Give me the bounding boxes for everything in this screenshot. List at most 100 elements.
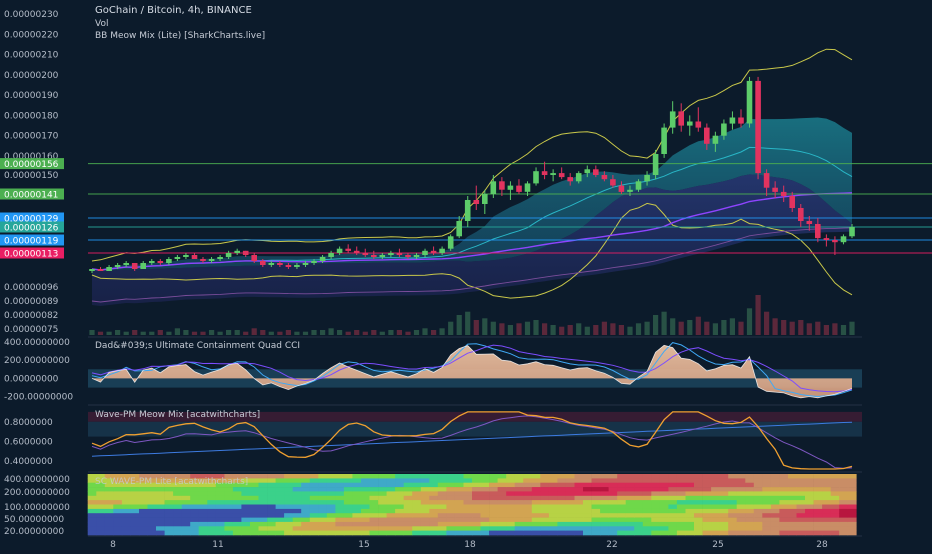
price-label-text: 0.00000113 [4, 250, 58, 260]
heatmap-cell [506, 487, 516, 492]
heatmap-cell [215, 521, 225, 527]
heatmap-cell [224, 513, 234, 518]
heatmap-cell [514, 482, 524, 488]
heatmap-cell [531, 508, 541, 514]
heatmap-cell [352, 478, 362, 484]
heatmap-cell [369, 487, 379, 492]
cci-title: Dad&#039;s Ultimate Containment Quad CCI [95, 341, 300, 351]
heatmap-cell [847, 482, 857, 488]
heatmap-cell [121, 474, 131, 479]
heatmap-cell [250, 526, 259, 531]
heatmap-cell [651, 526, 661, 531]
heatmap-cell [181, 530, 191, 536]
heatmap-cell [181, 491, 191, 497]
heatmap-cell [565, 487, 575, 492]
heatmap-cell [668, 487, 678, 492]
heatmap-cell [267, 495, 276, 501]
heatmap-cell [523, 504, 533, 510]
heatmap-cell [190, 504, 200, 510]
heatmap-cell [454, 482, 464, 488]
heatmap-cell [574, 474, 584, 479]
heatmap-cell [139, 504, 148, 510]
heatmap-cell [147, 491, 157, 497]
heatmap-cell [104, 521, 114, 527]
heatmap-cell [241, 478, 251, 484]
heatmap-cell [565, 504, 575, 510]
price-label-text: 0.00000129 [4, 215, 59, 225]
heatmap-cell [395, 495, 404, 501]
heatmap-cell [113, 491, 123, 497]
heatmap-cell [480, 491, 490, 497]
heatmap-cell [215, 513, 225, 518]
heatmap-cell [275, 530, 285, 536]
heatmap-cell [779, 474, 789, 479]
heatmap-cell [719, 521, 729, 527]
heatmap-cell [702, 495, 712, 501]
heatmap-cell [506, 508, 516, 514]
heatmap-cell [685, 495, 695, 501]
heatmap-cell [651, 530, 661, 536]
heatmap-cell [352, 500, 362, 505]
heatmap-cell [113, 487, 123, 492]
candle-body [302, 263, 309, 265]
heatmap-cell [788, 474, 797, 479]
heatmap-cell [642, 500, 652, 505]
heatmap-cell [403, 491, 413, 497]
heatmap-cell [651, 504, 661, 510]
heatmap-cell [523, 517, 533, 523]
heatmap-cell [420, 478, 430, 484]
volume-bar [849, 321, 855, 335]
heatmap-cell [258, 500, 268, 505]
heatmap-cell [548, 526, 558, 531]
heatmap-cell [565, 495, 575, 501]
heatmap-cell [207, 504, 217, 510]
heatmap-cell [753, 508, 763, 514]
candle-body [114, 265, 121, 267]
heatmap-tick-label: 20.00000000 [4, 527, 64, 537]
heatmap-cell [309, 504, 319, 510]
volume-bar [388, 330, 394, 335]
heatmap-cell [531, 517, 541, 523]
heatmap-cell [557, 491, 567, 497]
candle-body [635, 181, 642, 190]
heatmap-cell [839, 500, 849, 505]
heatmap-cell [284, 478, 293, 484]
heatmap-cell [224, 508, 234, 514]
heatmap-cell [207, 526, 217, 531]
heatmap-cell [617, 530, 627, 536]
candle-body [422, 250, 428, 255]
heatmap-cell [796, 500, 806, 505]
heatmap-cell [318, 517, 328, 523]
heatmap-cell [472, 474, 481, 479]
volume-bar [132, 330, 138, 335]
heatmap-cell [788, 504, 797, 510]
heatmap-cell [215, 530, 225, 536]
heatmap-cell [847, 491, 857, 497]
heatmap-cell [173, 508, 182, 514]
heatmap-cell [224, 526, 234, 531]
heatmap-cell [762, 521, 772, 527]
heatmap-cell [617, 504, 627, 510]
heatmap-cell [395, 530, 404, 536]
heatmap-cell [719, 517, 729, 523]
heatmap-cell [386, 495, 396, 501]
heatmap-cell [309, 478, 319, 484]
candle-body [277, 263, 283, 265]
heatmap-cell [642, 478, 652, 484]
volume-bar [123, 331, 129, 335]
heatmap-cell [839, 526, 849, 531]
heatmap-cell [181, 521, 191, 527]
heatmap-cell [258, 513, 268, 518]
heatmap-cell [301, 517, 311, 523]
heatmap-cell [258, 478, 268, 484]
volume-bar [507, 325, 513, 335]
heatmap-cell [523, 500, 533, 505]
heatmap-cell [514, 508, 524, 514]
heatmap-cell [574, 530, 584, 536]
heatmap-cell [198, 491, 208, 497]
heatmap-cell [745, 526, 755, 531]
heatmap-cell [762, 504, 772, 510]
x-tick-label: 28 [816, 540, 828, 550]
